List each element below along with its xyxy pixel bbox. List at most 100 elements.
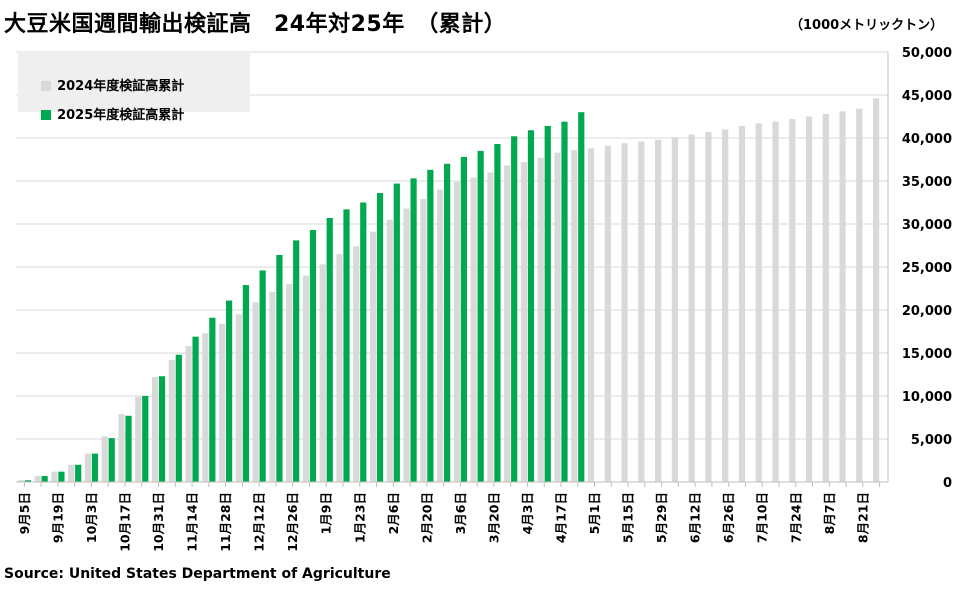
bar-2025 (460, 156, 467, 483)
x-tick-label: 12月26日 (285, 492, 300, 552)
bar-2024 (839, 111, 846, 482)
x-tick-label: 8月7日 (822, 492, 837, 534)
x-tick-label: 7月24日 (788, 492, 803, 543)
bar-2024 (822, 113, 829, 483)
x-tick-label: 5月1日 (587, 492, 602, 534)
bar-2025 (343, 209, 350, 482)
legend (18, 52, 250, 112)
bar-2024 (219, 323, 226, 482)
bar-2024 (151, 377, 159, 482)
bar-2024 (688, 134, 695, 482)
y-tick-label: 15,000 (902, 347, 952, 362)
bar-2024 (571, 150, 578, 483)
x-tick-label: 3月6日 (453, 492, 468, 534)
x-tick-label: 11月28日 (218, 492, 233, 552)
axes (16, 52, 889, 487)
bar-2024 (17, 480, 24, 482)
bar-2024 (705, 131, 712, 483)
x-tick-labels: 9月5日 9月19日 10月3日 10月17日 10月31日 11月14日 11月28日 12… (17, 492, 870, 552)
legend-label-2025: 2025年度検証高累計 (57, 108, 185, 123)
bar-2024 (101, 436, 108, 482)
y-tick-label: 0 (943, 476, 952, 491)
bar-2024 (302, 275, 310, 482)
x-tick-label: 10月17日 (118, 492, 133, 552)
bar-2025 (242, 285, 249, 482)
x-tick-label: 12月12日 (252, 492, 267, 552)
bar-2025 (158, 376, 166, 482)
bars (17, 98, 880, 483)
bar-2024 (286, 284, 293, 482)
bar-2025 (276, 254, 283, 482)
bar-2025 (142, 396, 149, 482)
bar-2024 (470, 177, 477, 482)
x-tick-label: 5月29日 (654, 492, 669, 543)
bar-2024 (587, 148, 595, 482)
bar-2024 (135, 396, 142, 482)
bar-2024 (772, 121, 779, 482)
bar-2024 (269, 291, 276, 482)
bar-2025 (192, 336, 199, 482)
bar-2024 (856, 108, 863, 482)
bar-2025 (259, 270, 266, 482)
bar-2024 (621, 143, 628, 482)
x-tick-label: 9月19日 (50, 492, 65, 543)
y-tick-label: 40,000 (902, 132, 952, 147)
legend-swatch-2025 (41, 110, 52, 120)
bar-2024 (202, 333, 209, 482)
bar-2024 (420, 199, 427, 482)
bar-2024 (504, 165, 511, 482)
bar-2024 (369, 231, 377, 482)
bar-2024 (554, 152, 561, 482)
bar-2024 (68, 464, 75, 482)
bar-2024 (168, 359, 175, 482)
y-tick-label: 10,000 (902, 390, 952, 405)
x-tick-label: 4月3日 (520, 492, 535, 534)
y-tick-label: 20,000 (902, 304, 952, 319)
bar-2024 (319, 264, 326, 482)
bar-2025 (444, 163, 451, 483)
x-tick-label: 5月15日 (621, 492, 636, 543)
x-tick-label: 11月14日 (185, 492, 200, 552)
x-tick-label: 6月26日 (721, 492, 736, 543)
bar-2025 (91, 453, 99, 482)
x-tick-label: 2月20日 (419, 492, 434, 543)
bar-2025 (410, 178, 417, 483)
x-tick-label: 10月31日 (151, 492, 166, 552)
bar-2024 (84, 453, 92, 482)
x-tick-label: 6月12日 (688, 492, 703, 543)
x-tick-label: 4月17日 (554, 492, 569, 543)
bar-2025 (226, 300, 233, 482)
legend-label-2024: 2024年度検証高累計 (57, 79, 185, 94)
y-tick-label: 45,000 (902, 89, 952, 104)
bar-2024 (51, 471, 58, 482)
bar-2025 (293, 240, 300, 482)
bar-2024 (873, 98, 880, 482)
bar-2024 (655, 139, 662, 482)
bar-2024 (789, 119, 796, 482)
bar-2024 (185, 346, 192, 482)
bar-2024 (638, 141, 645, 482)
x-tick-label: 1月9日 (319, 492, 334, 534)
bar-2024 (34, 475, 41, 482)
bar-2025 (41, 475, 48, 482)
y-tick-labels: 0 5,000 10,000 15,000 20,000 25,000 30,000 35,0… (902, 46, 952, 491)
chart-title: 大豆米国週間輸出検証高 24年対25年 （累計） (4, 12, 507, 37)
source-note: Source: United States Department of Agri… (4, 566, 391, 582)
bar-2025 (125, 415, 132, 482)
bar-2025 (326, 217, 333, 483)
legend-item-2024: 2024年度検証高累計 (32, 60, 184, 94)
x-tick-label: 9月5日 (17, 492, 32, 534)
bar-2025 (427, 169, 434, 482)
bar-2024 (722, 129, 729, 482)
bar-2025 (376, 193, 384, 483)
bar-2024 (437, 189, 444, 482)
bar-2024 (805, 116, 813, 482)
bar-2025 (511, 136, 518, 482)
x-tick-label: 7月10日 (755, 492, 770, 543)
bar-2024 (755, 123, 762, 482)
bar-2025 (527, 130, 535, 482)
bar-2024 (252, 302, 259, 482)
bar-2024 (403, 208, 410, 482)
bar-2024 (336, 254, 343, 482)
